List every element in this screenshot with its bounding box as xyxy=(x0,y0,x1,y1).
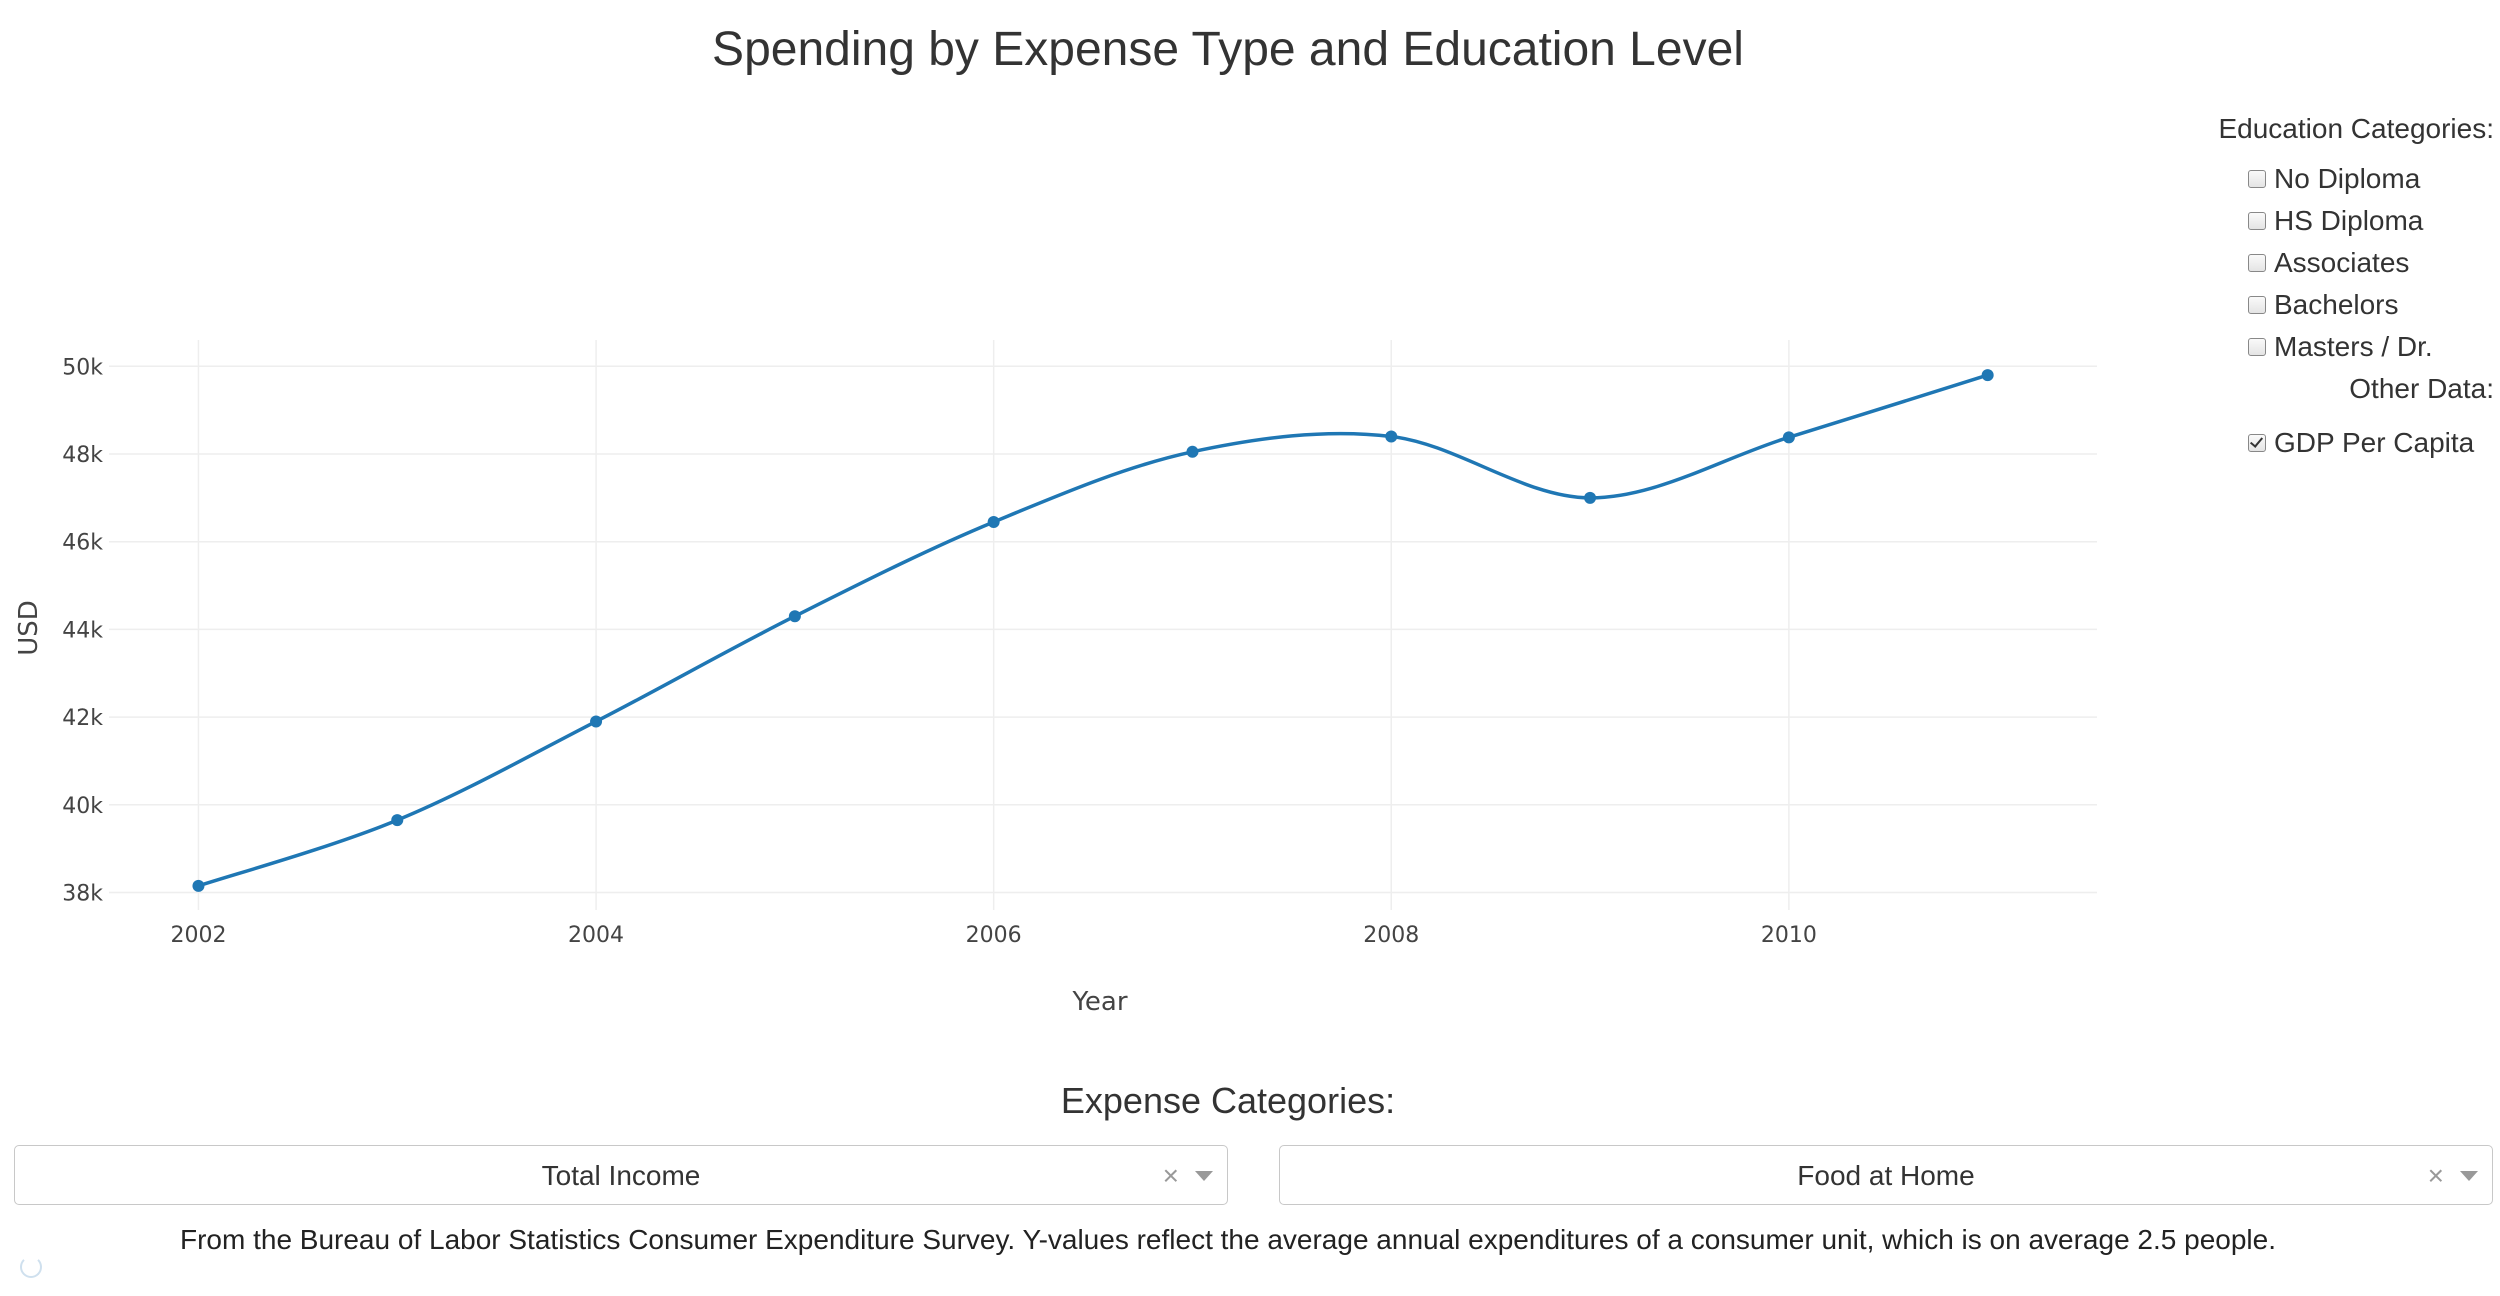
clear-icon[interactable]: × xyxy=(1162,1160,1179,1191)
expense-categories-heading: Expense Categories: xyxy=(1060,1080,1396,1121)
other-data-list: GDP Per Capita xyxy=(2180,422,2500,464)
y-axis-title: USD xyxy=(14,600,44,656)
dropdown-value: Food at Home xyxy=(1797,1160,1975,1191)
data-point[interactable] xyxy=(1584,491,1597,504)
checkbox-no-diploma[interactable]: No Diploma xyxy=(2180,158,2500,200)
data-point[interactable] xyxy=(590,715,603,728)
chart-series xyxy=(192,369,1994,892)
data-point[interactable] xyxy=(1981,369,1994,382)
y-tick-label: 46k xyxy=(62,531,103,556)
dropdown-value: Total Income xyxy=(541,1160,701,1191)
data-point[interactable] xyxy=(391,814,404,827)
loading-spinner-icon xyxy=(20,1256,42,1278)
chart-axes: 2002 2004 2006 2008 2010 38k 40k 42k 44k 46k 48k 50… xyxy=(14,355,1817,1017)
y-tick-label: 40k xyxy=(62,794,103,819)
x-axis-title: Year xyxy=(1071,987,1127,1017)
other-data-heading: Other Data: xyxy=(2349,373,2494,404)
x-tick-label: 2004 xyxy=(568,923,624,948)
data-point[interactable] xyxy=(192,879,205,892)
checkbox-box[interactable] xyxy=(2248,170,2266,188)
checkbox-label: Bachelors xyxy=(2274,289,2399,320)
y-tick-label: 50k xyxy=(62,355,103,380)
checkbox-label: Masters / Dr. xyxy=(2274,331,2433,362)
x-tick-label: 2006 xyxy=(966,923,1022,948)
y-tick-label: 42k xyxy=(62,706,103,731)
chevron-down-icon[interactable] xyxy=(2460,1171,2478,1181)
line-chart: 2002 2004 2006 2008 2010 38k 40k 42k 44k 46k 48k 50… xyxy=(14,340,2097,1017)
footnote: From the Bureau of Labor Statistics Cons… xyxy=(179,1224,2276,1255)
y-tick-label: 38k xyxy=(62,881,103,906)
clear-icon[interactable]: × xyxy=(2427,1160,2444,1191)
chevron-down-icon[interactable] xyxy=(1195,1171,1213,1181)
x-tick-label: 2008 xyxy=(1363,923,1419,948)
expense-dropdown-1[interactable]: Total Income × xyxy=(14,1145,1228,1205)
x-tick-label: 2002 xyxy=(170,923,226,948)
checkbox-label: HS Diploma xyxy=(2274,205,2424,236)
page-title: Spending by Expense Type and Education L… xyxy=(712,23,1744,76)
checkbox-label: GDP Per Capita xyxy=(2274,427,2475,458)
checkbox-box[interactable] xyxy=(2248,212,2266,230)
y-tick-label: 44k xyxy=(62,618,103,643)
checkbox-hs-diploma[interactable]: HS Diploma xyxy=(2180,200,2500,242)
data-point[interactable] xyxy=(1782,431,1795,444)
data-point[interactable] xyxy=(788,610,801,623)
education-heading: Education Categories: xyxy=(2218,113,2494,144)
checkbox-label: No Diploma xyxy=(2274,163,2421,194)
series-line xyxy=(197,373,1989,888)
checkbox-box[interactable] xyxy=(2248,254,2266,272)
filter-panel: Education Categories: No Diploma HS Dipl… xyxy=(2180,110,2500,464)
checkbox-label: Associates xyxy=(2274,247,2410,278)
checkbox-bachelors[interactable]: Bachelors xyxy=(2180,284,2500,326)
checkbox-box[interactable] xyxy=(2248,296,2266,314)
data-point[interactable] xyxy=(1186,445,1199,458)
chart-gridlines xyxy=(109,340,2097,910)
checkbox-gdp-per-capita[interactable]: GDP Per Capita xyxy=(2180,422,2500,464)
x-tick-label: 2010 xyxy=(1761,923,1817,948)
data-point[interactable] xyxy=(987,515,1000,528)
y-tick-label: 48k xyxy=(62,443,103,468)
education-list: No Diploma HS Diploma Associates Bachelo… xyxy=(2180,158,2500,368)
checkbox-associates[interactable]: Associates xyxy=(2180,242,2500,284)
checkbox-box-checked[interactable] xyxy=(2248,434,2266,452)
data-point[interactable] xyxy=(1385,430,1398,443)
expense-dropdown-2[interactable]: Food at Home × xyxy=(1279,1145,2493,1205)
checkbox-masters[interactable]: Masters / Dr. xyxy=(2180,326,2500,368)
checkbox-box[interactable] xyxy=(2248,338,2266,356)
